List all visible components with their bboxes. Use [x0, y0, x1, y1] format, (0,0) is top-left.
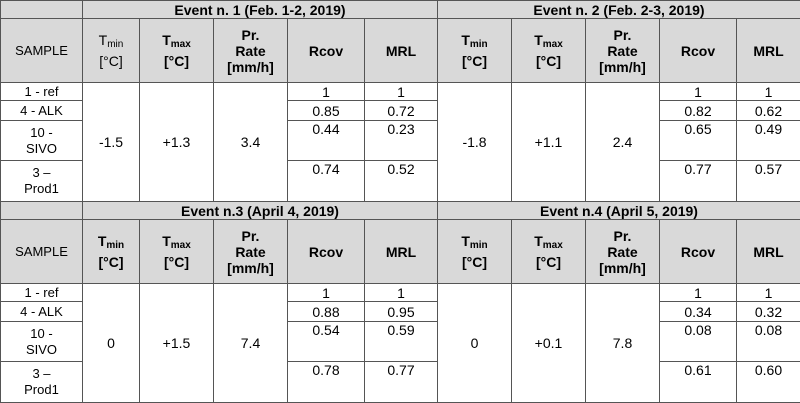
rcov-value: 1: [287, 82, 365, 102]
mrl-value: 0.52: [364, 160, 438, 202]
table-row: 4 - ALK 0.88 0.95 0.34 0.32: [0, 301, 800, 322]
rate-header: Pr. Rate [mm/h]: [585, 219, 660, 285]
rcov-value: 1: [659, 82, 737, 102]
mrl-value: 1: [364, 283, 438, 303]
mrl-value: 0.77: [364, 361, 438, 403]
rate-value: 7.4: [213, 283, 288, 403]
mrl-value: 0.72: [364, 100, 438, 121]
rate-value: 3.4: [213, 82, 288, 202]
tmin-header: Tmin [°C]: [82, 219, 140, 285]
mrl-value: 0.49: [736, 119, 800, 162]
tmax-value: +1.3: [139, 82, 214, 202]
rate-header: Pr. Rate [mm/h]: [585, 18, 660, 84]
tmax-header: Tmax [°C]: [139, 219, 214, 285]
mrl-header: MRL: [736, 219, 800, 285]
table-row: 3 – Prod1 0.78 0.77 0.61 0.60: [0, 361, 800, 403]
rcov-header: Rcov: [659, 18, 737, 84]
tmin-value: 0: [82, 283, 140, 403]
mrl-value: 0.23: [364, 119, 438, 162]
rate-value: 7.8: [585, 283, 660, 403]
mrl-value: 0.59: [364, 320, 438, 363]
mrl-value: 1: [736, 283, 800, 303]
sample-name: 1 - ref: [0, 283, 83, 303]
tmax-header: Tmax [°C]: [139, 18, 214, 84]
mrl-header: MRL: [364, 18, 438, 84]
tmin-value: -1.5: [82, 82, 140, 202]
event-4-title: Event n.4 (April 5, 2019): [437, 200, 800, 221]
sample-name: 10 - SIVO: [0, 119, 83, 162]
tmin-header: Tmin [°C]: [82, 18, 140, 84]
tmax-header: Tmax [°C]: [511, 18, 586, 84]
rcov-value: 0.61: [659, 361, 737, 403]
rcov-value: 0.77: [659, 160, 737, 202]
event-2-title: Event n. 2 (Feb. 2-3, 2019): [437, 0, 800, 20]
tmin-header: Tmin [°C]: [437, 219, 512, 285]
rcov-value: 0.88: [287, 301, 365, 322]
mrl-value: 0.95: [364, 301, 438, 322]
table-row: 10 - SIVO 0.54 0.59 0.08 0.08: [0, 320, 800, 363]
mrl-value: 1: [364, 82, 438, 102]
rcov-header: Rcov: [287, 18, 365, 84]
sample-name: 4 - ALK: [0, 100, 83, 121]
rcov-value: 0.54: [287, 320, 365, 363]
sample-name: 10 - SIVO: [0, 320, 83, 363]
rate-value: 2.4: [585, 82, 660, 202]
rcov-value: 0.85: [287, 100, 365, 121]
table-row: 4 - ALK 0.85 0.72 0.82 0.62: [0, 100, 800, 121]
mrl-value: 1: [736, 82, 800, 102]
sample-header: SAMPLE: [0, 18, 83, 84]
table-row: 1 - ref -1.5 +1.3 3.4 1 1 -1.8 +1.1 2.4 …: [0, 82, 800, 202]
mrl-value: 0.32: [736, 301, 800, 322]
rcov-value: 0.34: [659, 301, 737, 322]
rcov-value: 1: [287, 283, 365, 303]
tmax-header: Tmax [°C]: [511, 219, 586, 285]
rcov-header: Rcov: [659, 219, 737, 285]
rcov-value: 0.08: [659, 320, 737, 363]
rcov-value: 0.82: [659, 100, 737, 121]
tmax-value: +1.1: [511, 82, 586, 202]
tmax-value: +0.1: [511, 283, 586, 403]
tmin-value: 0: [437, 283, 512, 403]
rcov-value: 0.65: [659, 119, 737, 162]
sample-name: 4 - ALK: [0, 301, 83, 322]
sample-name: 3 – Prod1: [0, 361, 83, 403]
table-row: 3 – Prod1 0.74 0.52 0.77 0.57: [0, 160, 800, 202]
mrl-value: 0.57: [736, 160, 800, 202]
mrl-header: MRL: [364, 219, 438, 285]
sample-name: 3 – Prod1: [0, 160, 83, 202]
mrl-value: 0.08: [736, 320, 800, 363]
sample-header: SAMPLE: [0, 219, 83, 285]
rate-header: Pr. Rate [mm/h]: [213, 18, 288, 84]
rcov-header: Rcov: [287, 219, 365, 285]
mrl-value: 0.62: [736, 100, 800, 121]
tmax-value: +1.5: [139, 283, 214, 403]
rcov-value: 0.44: [287, 119, 365, 162]
rcov-value: 0.74: [287, 160, 365, 202]
tmin-header: Tmin [°C]: [437, 18, 512, 84]
table-row: 1 - ref 0 +1.5 7.4 1 1 0 +0.1 7.8 1 1: [0, 283, 800, 403]
rcov-value: 1: [659, 283, 737, 303]
tmin-value: -1.8: [437, 82, 512, 202]
rcov-value: 0.78: [287, 361, 365, 403]
mrl-value: 0.60: [736, 361, 800, 403]
event-3-title: Event n.3 (April 4, 2019): [82, 200, 438, 221]
sample-name: 1 - ref: [0, 82, 83, 102]
mrl-header: MRL: [736, 18, 800, 84]
event-1-title: Event n. 1 (Feb. 1-2, 2019): [82, 0, 438, 20]
rate-header: Pr. Rate [mm/h]: [213, 219, 288, 285]
